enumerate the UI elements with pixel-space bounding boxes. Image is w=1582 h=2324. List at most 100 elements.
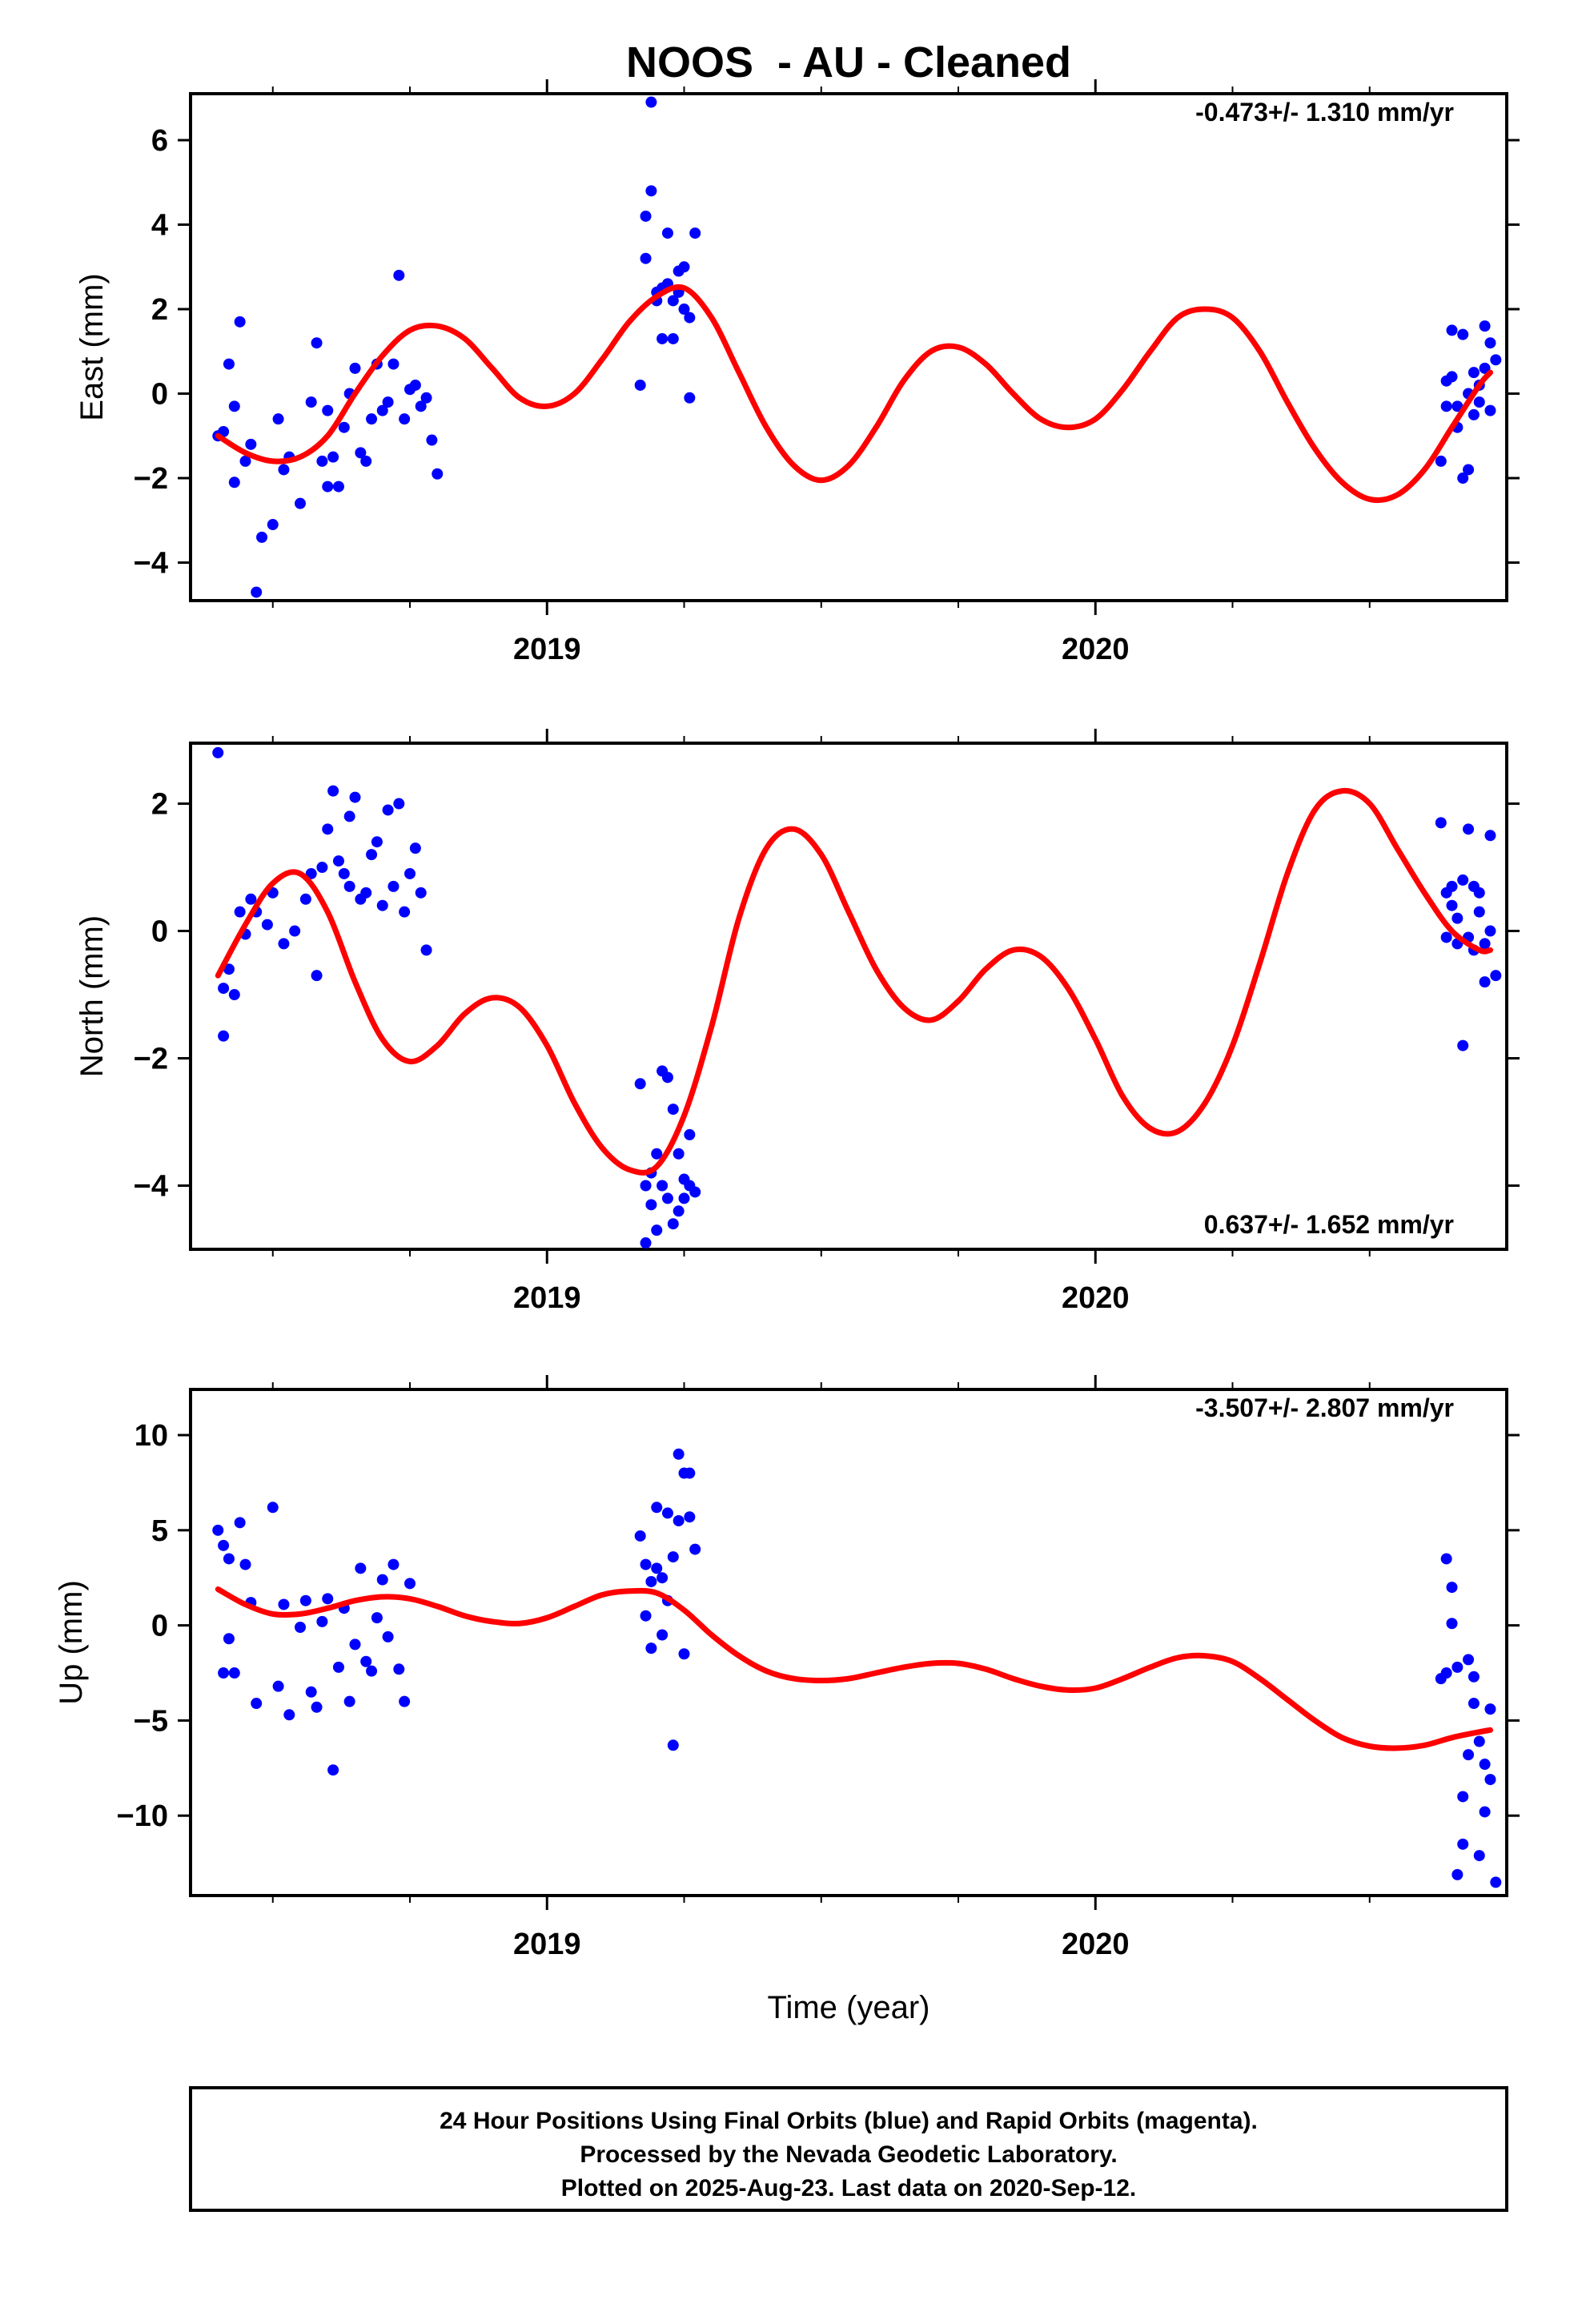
east-x-tick-label: 2019 [513, 633, 581, 666]
up-data-point [1468, 1671, 1480, 1683]
north-data-point [366, 849, 378, 861]
east-data-point [239, 455, 251, 467]
up-data-point [223, 1553, 235, 1565]
up-data-point [376, 1574, 388, 1586]
up-data-point [1468, 1698, 1480, 1710]
north-data-point [1452, 912, 1464, 924]
east-data-point [1435, 455, 1447, 467]
up-data-point [645, 1642, 657, 1655]
north-data-point [376, 899, 388, 911]
north-data-point [667, 1104, 679, 1116]
east-data-point [327, 451, 339, 463]
north-data-point [261, 919, 273, 931]
north-x-tick-label: 2019 [513, 1281, 581, 1315]
north-frame [189, 742, 1508, 1251]
up-data-point [673, 1514, 685, 1526]
east-y-tick-label: 4 [151, 209, 168, 243]
footer-box: 24 Hour Positions Using Final Orbits (bl… [189, 2086, 1508, 2212]
up-data-point [1484, 1703, 1496, 1715]
up-data-point [673, 1448, 685, 1460]
up-fit-line [215, 1586, 1493, 1751]
up-data-point [640, 1610, 652, 1622]
north-data-point [1484, 925, 1496, 937]
north-x-tick-label: 2020 [1062, 1281, 1130, 1315]
up-data-point [1440, 1667, 1452, 1679]
east-data-point [432, 468, 444, 480]
east-rate-label: -0.473+/- 1.310 mm/yr [1195, 98, 1454, 127]
north-data-point [289, 925, 301, 937]
north-data-point [327, 785, 339, 797]
north-data-point [1473, 887, 1485, 899]
east-data-point [1446, 371, 1458, 383]
north-data-point [223, 963, 235, 975]
up-data-point [399, 1695, 411, 1707]
east-data-point [661, 227, 673, 239]
up-data-point [371, 1612, 383, 1624]
up-data-point [278, 1598, 290, 1610]
up-data-point [1473, 1850, 1485, 1862]
east-data-point [1473, 396, 1485, 408]
east-data-point [1479, 362, 1491, 374]
east-data-point [415, 400, 427, 412]
up-data-point [656, 1572, 669, 1584]
north-data-point [1479, 976, 1491, 988]
east-data-point [272, 413, 284, 425]
north-data-point [311, 970, 323, 982]
east-data-point [1457, 472, 1469, 485]
east-data-point [1452, 400, 1464, 412]
up-data-point [1452, 1868, 1464, 1880]
east-data-point [1468, 408, 1480, 420]
north-data-point [404, 867, 416, 879]
east-data-point [387, 358, 400, 370]
north-data-point [656, 1180, 669, 1192]
north-data-point [316, 862, 328, 874]
up-data-point [272, 1680, 284, 1692]
footer-frame [189, 2086, 1508, 2212]
up-y-tick-label: 5 [151, 1514, 168, 1548]
north-data-point [1463, 823, 1475, 835]
panel-east: 2019 2020 −4 −2 0 2 4 6 East (mm) -0.473+/- 1.310… [74, 79, 1520, 666]
up-frame [189, 1388, 1508, 1897]
up-data-point [212, 1524, 224, 1536]
up-data-point [322, 1593, 334, 1605]
east-data-point [251, 586, 263, 598]
north-data-point [651, 1148, 663, 1160]
up-plot-area [212, 1448, 1502, 1888]
north-data-point [371, 836, 383, 848]
up-data-point [234, 1517, 246, 1529]
up-x-tick-label: 2019 [513, 1928, 581, 1961]
east-data-point [426, 434, 438, 446]
footer-line-3: Plotted on 2025-Aug-23. Last data on 202… [561, 2175, 1137, 2201]
east-data-point [634, 379, 646, 391]
east-data-point [256, 531, 268, 543]
up-data-point [1484, 1774, 1496, 1786]
figure-title: NOOS - AU - Cleaned [626, 38, 1071, 86]
up-y-tick-label: 0 [151, 1610, 168, 1643]
north-data-point [678, 1192, 690, 1204]
up-data-point [228, 1667, 240, 1679]
east-data-point [223, 358, 235, 370]
north-data-point [343, 810, 355, 822]
east-data-point [1479, 320, 1491, 332]
east-y-tick-label: −2 [134, 462, 168, 496]
up-data-point [1446, 1582, 1458, 1594]
up-data-point [1446, 1618, 1458, 1630]
panel-up: 2019 2020 −10 −5 0 5 10 Up (mm) -3.507+/- 2.807 … [54, 1375, 1520, 1961]
east-y-tick-label: 2 [151, 293, 168, 327]
east-data-point [360, 455, 372, 467]
up-data-point [393, 1663, 405, 1675]
north-data-point [212, 746, 224, 758]
north-data-point [684, 1128, 696, 1140]
east-data-point [311, 337, 323, 349]
north-data-point [218, 1030, 230, 1042]
north-data-point [299, 893, 311, 905]
north-data-point [661, 1072, 673, 1084]
north-data-point [1440, 931, 1452, 943]
north-data-point [343, 880, 355, 892]
up-y-axis-label: Up (mm) [54, 1580, 89, 1705]
up-data-point [1479, 1759, 1491, 1771]
east-data-point [399, 413, 411, 425]
north-data-point [382, 804, 394, 816]
up-data-point [349, 1638, 361, 1651]
up-data-point [316, 1615, 328, 1627]
